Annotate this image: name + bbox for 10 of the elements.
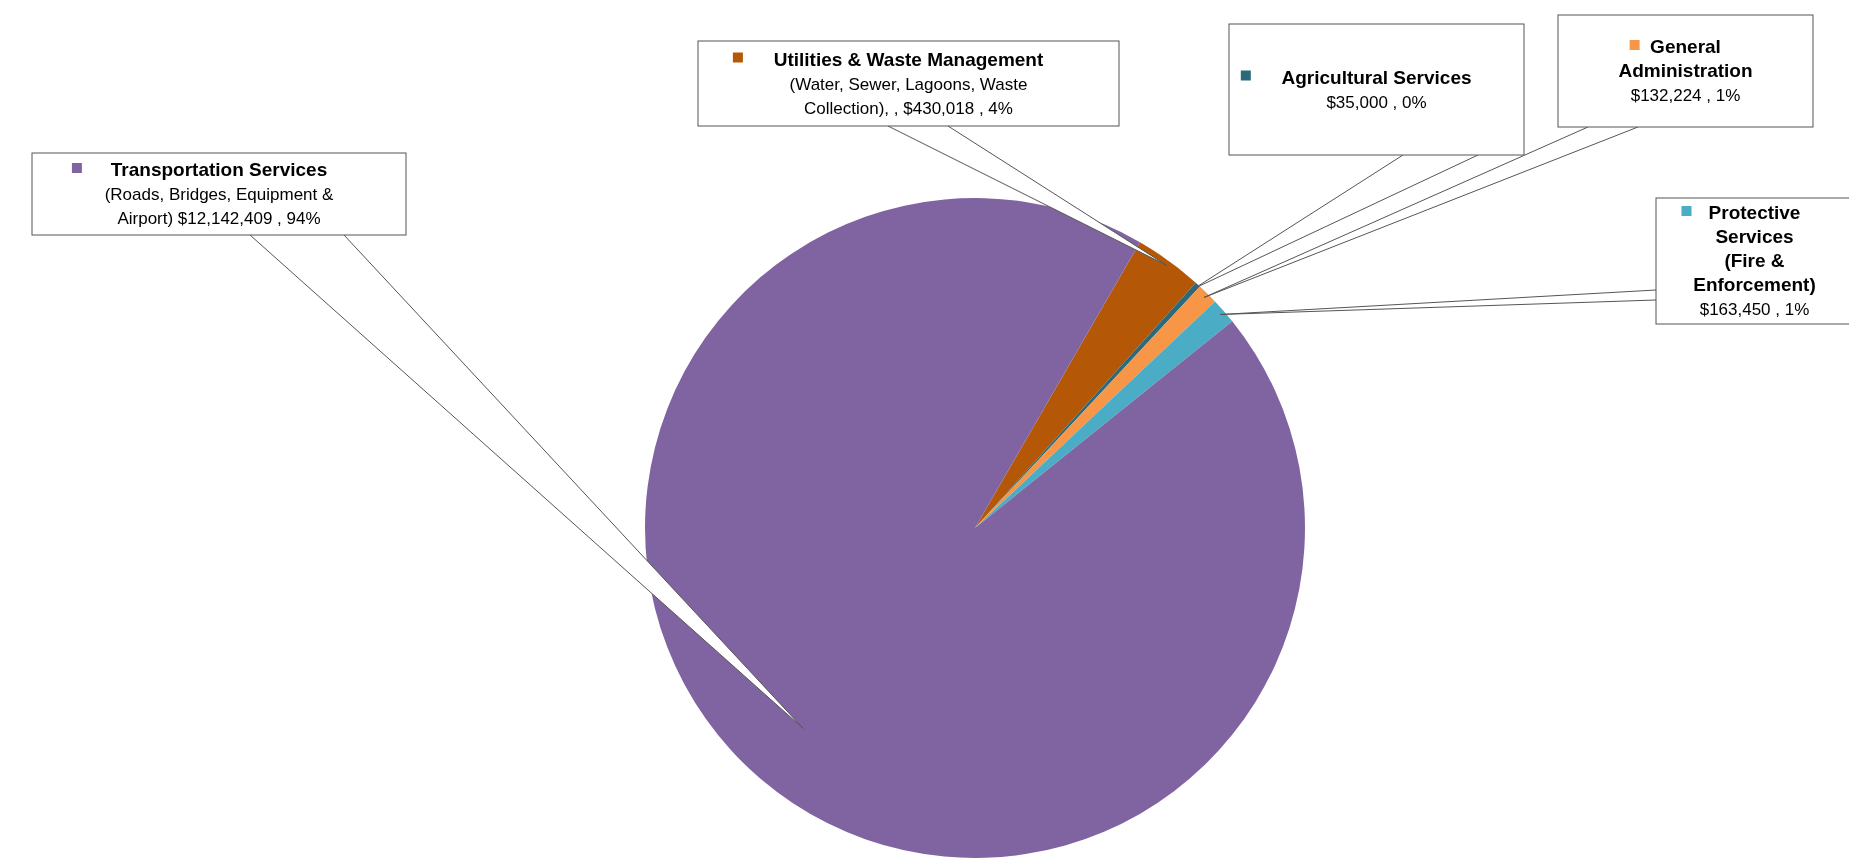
pie-slice bbox=[975, 242, 1196, 528]
legend-label: Protective Services (Fire & Enforcement) bbox=[1693, 202, 1816, 295]
data-label: $35,000 , 0% bbox=[1326, 92, 1427, 112]
data-label: $132,224 , 1% bbox=[1630, 86, 1741, 105]
legend-label: Utilities & Waste Management (Water, Sewer, Lagoons, Waste Collection), , $430,018 , 4% bbox=[773, 48, 1044, 118]
pie-slice bbox=[645, 198, 1305, 858]
legend-label: Transportation Services (Roads, Bridges, Equipment & Airport) $12,142,409 , 94% bbox=[104, 159, 334, 228]
data-label: $163,450 , 1% bbox=[1699, 300, 1810, 319]
legend-label: Agricultural Services bbox=[1281, 66, 1472, 88]
legend-label: General Administration bbox=[1618, 36, 1753, 81]
